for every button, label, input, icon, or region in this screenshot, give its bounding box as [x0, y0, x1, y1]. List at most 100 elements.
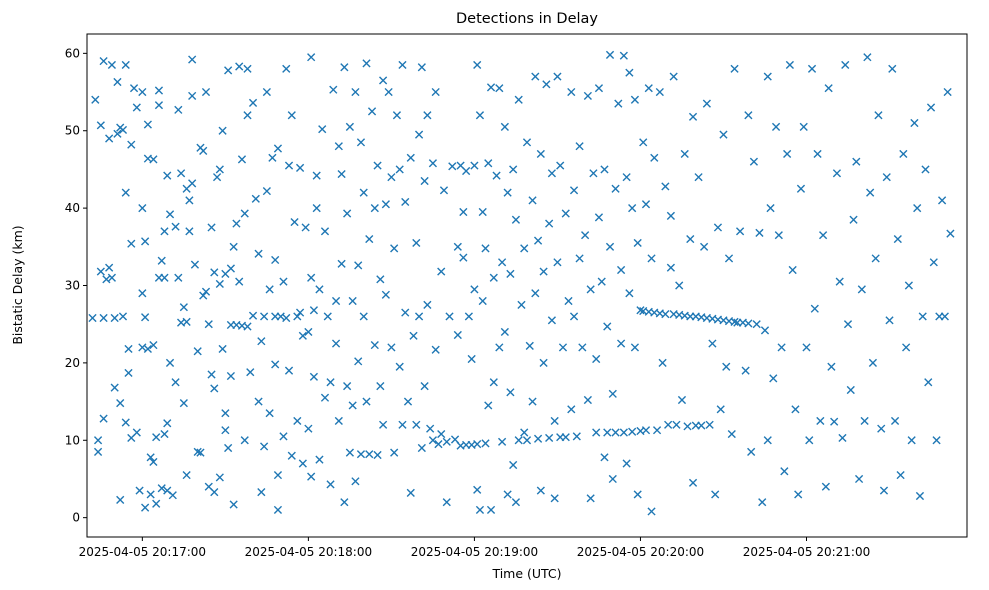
- data-point: [533, 236, 543, 245]
- data-point: [475, 111, 485, 120]
- data-point: [91, 95, 100, 104]
- data-point: [105, 263, 114, 272]
- data-point: [586, 285, 595, 294]
- data-point: [619, 51, 628, 60]
- y-tick-label: 60: [65, 46, 80, 60]
- data-point: [921, 165, 930, 174]
- data-point: [340, 63, 349, 72]
- data-point: [937, 196, 947, 205]
- data-point: [152, 499, 161, 508]
- data-point: [525, 341, 534, 350]
- data-point: [747, 447, 756, 456]
- data-point: [141, 503, 150, 512]
- data-point: [284, 366, 294, 375]
- data-point: [849, 215, 858, 224]
- y-tick-label: 0: [72, 511, 80, 525]
- data-point: [135, 486, 144, 495]
- data-point: [661, 182, 670, 191]
- data-point: [860, 416, 869, 426]
- data-point: [293, 416, 302, 426]
- data-point: [727, 429, 736, 439]
- data-point: [118, 312, 128, 321]
- data-point: [713, 223, 723, 232]
- data-point: [437, 429, 446, 439]
- data-point: [813, 149, 822, 159]
- data-point: [165, 358, 175, 367]
- data-point: [486, 505, 496, 515]
- data-point: [672, 420, 681, 429]
- data-point: [376, 275, 385, 284]
- data-point: [459, 207, 468, 217]
- data-point: [647, 507, 656, 516]
- data-point: [262, 186, 271, 196]
- data-point: [675, 281, 684, 290]
- data-point: [107, 60, 117, 70]
- data-point: [312, 171, 321, 180]
- data-point: [616, 265, 626, 275]
- data-point: [379, 420, 388, 429]
- data-point: [431, 87, 440, 97]
- data-point: [788, 265, 797, 275]
- data-point: [354, 357, 363, 366]
- data-point: [127, 239, 136, 248]
- data-point: [481, 439, 490, 448]
- data-point: [356, 138, 366, 147]
- data-point: [412, 238, 421, 248]
- data-point: [343, 209, 352, 218]
- data-point: [248, 98, 258, 107]
- data-point: [926, 103, 936, 112]
- data-point: [260, 312, 269, 321]
- data-point: [257, 488, 266, 497]
- data-point: [625, 68, 634, 77]
- data-point: [409, 331, 418, 340]
- data-point: [398, 60, 407, 70]
- data-point: [616, 339, 626, 348]
- data-point: [716, 405, 725, 414]
- data-point: [760, 326, 770, 335]
- data-point: [777, 343, 786, 352]
- data-point: [284, 161, 294, 170]
- data-point: [334, 416, 343, 426]
- data-point: [337, 169, 346, 179]
- data-point: [414, 312, 424, 321]
- data-point: [484, 401, 493, 410]
- data-point: [331, 296, 341, 306]
- data-point: [879, 486, 889, 495]
- data-point: [827, 362, 836, 371]
- data-point: [232, 219, 241, 228]
- data-point: [351, 87, 360, 97]
- data-point: [453, 242, 462, 251]
- data-point: [301, 223, 310, 232]
- data-point: [113, 129, 122, 138]
- data-point: [163, 419, 172, 428]
- data-point: [226, 264, 235, 273]
- data-point: [569, 312, 579, 321]
- data-point: [426, 424, 435, 433]
- y-tick-label: 50: [65, 124, 80, 138]
- data-point: [179, 303, 188, 312]
- data-point: [276, 312, 285, 321]
- data-point: [359, 312, 368, 321]
- data-point: [497, 258, 507, 267]
- data-point: [370, 204, 379, 213]
- data-point: [171, 378, 180, 387]
- data-point: [160, 429, 169, 439]
- data-point: [907, 436, 916, 445]
- data-point: [871, 254, 880, 263]
- data-point: [279, 277, 288, 286]
- data-point: [240, 436, 249, 445]
- data-point: [179, 399, 188, 408]
- data-point: [384, 87, 393, 97]
- data-point: [163, 171, 172, 180]
- data-point: [251, 194, 260, 203]
- data-point: [481, 244, 490, 253]
- data-point: [257, 337, 266, 346]
- data-point: [605, 242, 615, 251]
- data-point: [652, 426, 662, 435]
- data-point: [641, 426, 651, 435]
- data-point: [545, 433, 554, 443]
- data-point: [295, 163, 305, 172]
- data-point: [254, 249, 263, 258]
- data-point: [500, 122, 509, 131]
- data-point: [913, 204, 922, 213]
